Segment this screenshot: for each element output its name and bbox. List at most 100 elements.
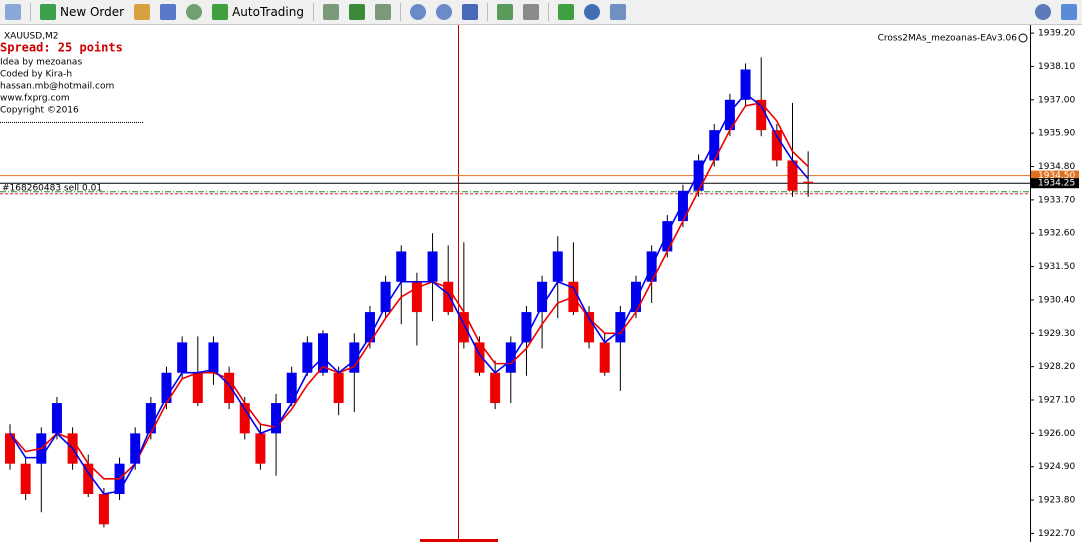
candle-body xyxy=(662,221,673,252)
y-tick-label: 1926.00 xyxy=(1038,429,1075,439)
y-tick-label: 1923.80 xyxy=(1038,496,1075,506)
price-label: 1934.25 xyxy=(1038,179,1075,189)
moving-average xyxy=(9,92,809,495)
candle-body xyxy=(537,281,548,313)
price-label: 1934.50 xyxy=(1038,171,1075,181)
candle-body xyxy=(552,251,563,282)
candle-body xyxy=(286,372,297,404)
button-label: New Order xyxy=(60,5,125,19)
y-tick-label: 1931.50 xyxy=(1038,262,1075,272)
tool-button[interactable] xyxy=(518,2,544,22)
order-label: #168260483 sell 0.01 xyxy=(2,183,102,193)
candle-body xyxy=(130,433,141,464)
y-tick-label: 1933.70 xyxy=(1038,195,1075,205)
candle-body xyxy=(443,281,454,313)
candle-body xyxy=(411,281,422,313)
candle-body xyxy=(192,372,203,404)
candle-body xyxy=(803,181,814,184)
button-label: AutoTrading xyxy=(232,5,304,19)
price-box xyxy=(1031,170,1079,181)
tool-button[interactable] xyxy=(605,2,631,22)
info-line: Idea by mezoanas xyxy=(0,58,82,68)
tool-button[interactable] xyxy=(553,2,579,22)
expert-smiley xyxy=(1018,33,1028,43)
candle-body xyxy=(318,333,328,373)
candle-body xyxy=(396,251,407,282)
y-tick-label: 1929.30 xyxy=(1038,329,1075,339)
candle-body xyxy=(427,251,438,282)
candle-body xyxy=(302,342,313,373)
tool-button[interactable] xyxy=(431,2,457,22)
candle-body xyxy=(83,463,94,495)
candle-body xyxy=(756,99,767,131)
candle-body xyxy=(693,160,704,191)
candle-body xyxy=(615,312,626,343)
candle-body xyxy=(474,342,485,373)
candle-body xyxy=(771,130,782,161)
info-line: hassan.mb@hotmail.com xyxy=(0,82,114,92)
tool-button[interactable] xyxy=(0,2,26,22)
y-tick-label: 1928.20 xyxy=(1038,362,1075,372)
search-button[interactable] xyxy=(1030,2,1056,22)
candle-body xyxy=(145,403,156,434)
candle-body xyxy=(380,281,391,313)
y-tick-label: 1932.60 xyxy=(1038,229,1075,239)
candle-body xyxy=(521,312,532,343)
new-order-button[interactable]: New Order xyxy=(35,2,129,22)
tool-button[interactable] xyxy=(155,2,181,22)
candle-body xyxy=(505,342,516,373)
tool-button[interactable] xyxy=(492,2,518,22)
symbol-label: XAUUSD,M2 xyxy=(4,32,59,42)
tool-button[interactable] xyxy=(370,2,396,22)
time-marker xyxy=(420,539,498,542)
candle-body xyxy=(5,433,15,464)
tool-button[interactable] xyxy=(181,2,207,22)
tool-button[interactable] xyxy=(318,2,344,22)
candle-body xyxy=(161,372,172,404)
plot-area xyxy=(0,25,1030,542)
candle-body xyxy=(787,160,798,191)
autotrading-button[interactable]: AutoTrading xyxy=(207,2,309,22)
tool-button[interactable] xyxy=(579,2,605,22)
candle-body xyxy=(584,312,595,343)
chart: XAUUSD,M2 Spread: 25 points Cross2MAs_me… xyxy=(0,25,1079,542)
y-tick-label: 1934.80 xyxy=(1038,162,1075,172)
tool-button[interactable] xyxy=(129,2,155,22)
tool-button[interactable] xyxy=(457,2,483,22)
expert-label: Cross2MAs_mezoanas-EAv3.06 xyxy=(878,34,1018,44)
candle-body xyxy=(224,372,235,404)
tool-button[interactable] xyxy=(344,2,370,22)
candle-body xyxy=(239,403,250,434)
candle-body xyxy=(458,312,469,343)
y-tick-label: 1927.10 xyxy=(1038,396,1075,406)
candle-body xyxy=(740,69,751,100)
info-line: Copyright ©2016 xyxy=(0,106,79,116)
price-box xyxy=(1031,178,1079,189)
tool-button[interactable] xyxy=(405,2,431,22)
y-tick-label: 1930.40 xyxy=(1038,295,1075,305)
info-line: www.fxprg.com xyxy=(0,94,70,104)
y-tick-label: 1937.00 xyxy=(1038,95,1075,105)
y-tick-label: 1939.20 xyxy=(1038,29,1075,39)
candle-body xyxy=(364,312,375,343)
info-line: Coded by Kira-h xyxy=(0,70,72,80)
candle-body xyxy=(349,342,360,373)
candle-body xyxy=(255,433,266,464)
candle-body xyxy=(98,494,109,525)
y-tick-label: 1938.10 xyxy=(1038,62,1075,72)
candle-body xyxy=(177,342,188,373)
candle-body xyxy=(271,403,282,434)
candle-body xyxy=(709,130,720,161)
toolbar: New Order AutoTrading xyxy=(0,0,1082,25)
candle-body xyxy=(490,372,501,404)
candle-body xyxy=(631,281,641,313)
candle-body xyxy=(208,342,219,373)
candle-body xyxy=(599,342,610,373)
y-tick-label: 1924.90 xyxy=(1038,462,1075,472)
moving-average xyxy=(9,101,809,480)
y-tick-label: 1922.70 xyxy=(1038,529,1075,539)
candle-body xyxy=(333,372,344,404)
y-tick-label: 1935.90 xyxy=(1038,129,1075,139)
chat-button[interactable] xyxy=(1056,2,1082,22)
